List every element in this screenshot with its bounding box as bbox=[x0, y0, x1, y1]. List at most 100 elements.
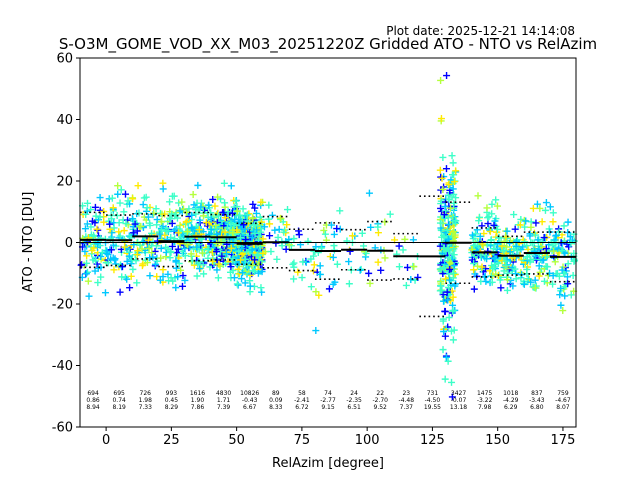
scatter-point bbox=[233, 280, 241, 288]
axes: 0 25 50 75 100 125 150 175 -60 -40 -20 0 20 40 60 bbox=[52, 52, 576, 449]
scatter-point bbox=[357, 265, 365, 273]
scatter-point bbox=[437, 115, 445, 123]
scatter-point bbox=[310, 267, 318, 275]
scatter-point bbox=[83, 259, 91, 267]
scatter-point bbox=[152, 242, 160, 250]
scatter-point bbox=[164, 270, 172, 278]
bin-mean-label: -2.70 bbox=[372, 397, 388, 404]
scatter-point bbox=[251, 204, 259, 212]
scatter-point bbox=[482, 277, 490, 285]
scatter-point bbox=[450, 326, 458, 334]
scatter-point bbox=[333, 225, 341, 233]
scatter-point bbox=[266, 232, 274, 240]
scatter-point bbox=[237, 234, 245, 242]
scatter-point bbox=[249, 214, 257, 222]
scatter-point bbox=[315, 291, 323, 299]
scatter-point bbox=[133, 279, 141, 287]
scatter-point bbox=[116, 232, 124, 240]
scatter-point bbox=[483, 204, 491, 212]
scatter-point bbox=[523, 242, 531, 250]
scatter-point bbox=[267, 248, 275, 256]
scatter-point bbox=[108, 194, 116, 202]
scatter-point bbox=[447, 176, 455, 184]
scatter-point bbox=[507, 276, 515, 284]
scatter-point bbox=[452, 167, 460, 175]
scatter-point bbox=[114, 190, 122, 198]
scatter-point bbox=[348, 232, 356, 240]
scatter-point bbox=[224, 208, 232, 216]
scatter-point bbox=[503, 286, 511, 294]
scatter-point bbox=[183, 228, 191, 236]
scatter-point bbox=[161, 210, 169, 218]
scatter-point bbox=[110, 224, 118, 232]
scatter-point bbox=[496, 276, 504, 284]
scatter-point bbox=[549, 218, 557, 226]
scatter-point bbox=[439, 317, 447, 325]
bin-mean-label: 1.71 bbox=[217, 397, 231, 404]
bin-std-label: 7.39 bbox=[217, 404, 231, 411]
scatter-point bbox=[123, 275, 131, 283]
scatter-point bbox=[494, 240, 502, 248]
scatter-point bbox=[476, 232, 484, 240]
scatter-point bbox=[182, 218, 190, 226]
bin-std-label: 8.94 bbox=[86, 404, 100, 411]
scatter-point bbox=[193, 272, 201, 280]
scatter-point bbox=[172, 257, 180, 265]
scatter-point bbox=[552, 240, 560, 248]
scatter-point bbox=[480, 230, 488, 238]
scatter-point bbox=[238, 245, 246, 253]
bin-count-label: 1018 bbox=[503, 390, 518, 397]
scatter-point bbox=[227, 244, 235, 252]
scatter-point bbox=[195, 226, 203, 234]
scatter-point bbox=[96, 213, 104, 221]
scatter-point bbox=[238, 251, 246, 259]
scatter-point bbox=[271, 226, 279, 234]
scatter-point bbox=[278, 242, 286, 250]
scatter-point bbox=[545, 225, 553, 233]
scatter-point bbox=[531, 276, 539, 284]
scatter-point bbox=[81, 225, 89, 233]
bin-std-label: 19.55 bbox=[424, 404, 441, 411]
scatter-point bbox=[81, 247, 89, 255]
scatter-point bbox=[449, 159, 457, 167]
scatter-point bbox=[275, 225, 283, 233]
scatter-point bbox=[227, 182, 235, 190]
scatter-point bbox=[490, 221, 498, 229]
scatter-point bbox=[444, 296, 452, 304]
scatter-point bbox=[540, 277, 548, 285]
scatter-point bbox=[556, 291, 564, 299]
scatter-point bbox=[448, 152, 456, 160]
scatter-point bbox=[444, 235, 452, 243]
scatter-point bbox=[220, 179, 228, 187]
scatter-point bbox=[483, 255, 491, 263]
scatter-point bbox=[101, 289, 109, 297]
bin-std-label: 6.51 bbox=[347, 404, 361, 411]
scatter-point bbox=[536, 268, 544, 276]
scatter-point bbox=[213, 266, 221, 274]
scatter-point bbox=[188, 225, 196, 233]
scatter-point bbox=[546, 203, 554, 211]
scatter-point bbox=[133, 227, 141, 235]
scatter-point bbox=[321, 230, 329, 238]
scatter-point bbox=[88, 217, 96, 225]
scatter-point bbox=[559, 307, 567, 315]
scatter-point bbox=[345, 280, 353, 288]
scatter-point bbox=[221, 214, 229, 222]
bin-count-label: 695 bbox=[113, 390, 125, 397]
scatter-point bbox=[214, 193, 222, 201]
x-axis-label: RelAzim [degree] bbox=[272, 456, 384, 471]
scatter-point bbox=[439, 185, 447, 193]
scatter-point bbox=[484, 214, 492, 222]
scatter-point bbox=[197, 203, 205, 211]
x-tick-label: 75 bbox=[294, 433, 311, 448]
scatter-point bbox=[151, 247, 159, 255]
scatter-point bbox=[491, 255, 499, 263]
scatter-point bbox=[437, 282, 445, 290]
scatter-point bbox=[251, 267, 259, 275]
scatter-point bbox=[116, 199, 124, 207]
scatter-point bbox=[214, 274, 222, 282]
x-tick-label: 0 bbox=[102, 433, 110, 448]
scatter-point bbox=[475, 217, 483, 225]
scatter-point bbox=[487, 272, 495, 280]
scatter-point bbox=[222, 250, 230, 258]
